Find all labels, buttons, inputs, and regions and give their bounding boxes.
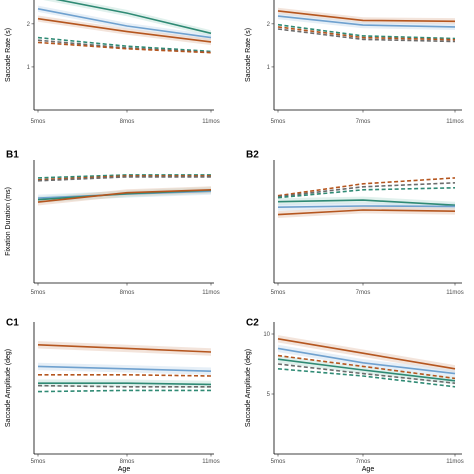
series-line-blue-solid-1 — [37, 365, 212, 372]
x-axis-title: Age — [362, 466, 375, 473]
series-line-green-dashed-2 — [277, 187, 456, 199]
series-line-orange-solid-0 — [37, 344, 212, 353]
series-line-gray-dashed-2 — [37, 176, 211, 182]
panel-b2: 5mos 7mos 11mos B2 — [246, 149, 464, 296]
series-line-gray-dashed-4 — [277, 363, 456, 384]
x-tick-label: 11mos — [202, 459, 220, 465]
plot-area — [277, 7, 456, 43]
series-line-blue-solid-4 — [277, 205, 456, 208]
series-line-green-dashed-5 — [37, 389, 211, 393]
series-line-gray-dashed-1 — [277, 182, 456, 198]
x-tick-label: 5mos — [271, 290, 286, 296]
panel-c1: 5mos 8mos 11mos C1 Saccade Amplitude (deg) Ag… — [5, 317, 220, 473]
series-line-orange-solid-0 — [277, 338, 456, 370]
x-tick-label: 11mos — [202, 290, 220, 296]
x-tick-label: 5mos — [271, 459, 286, 465]
y-tick-label: 1 — [267, 65, 271, 71]
ribbon-orange-5 — [38, 186, 211, 206]
series-line-orange-solid-5 — [277, 209, 456, 216]
y-axis-title: Fixation Duration (ms) — [5, 187, 12, 256]
x-tick-label: 7mos — [356, 290, 371, 296]
panel-label: C2 — [246, 317, 259, 328]
series-line-orange-dashed-0 — [277, 177, 456, 197]
series-line-blue-solid-1 — [37, 8, 212, 39]
x-tick-label: 11mos — [202, 119, 220, 125]
x-tick-label: 11mos — [446, 119, 464, 125]
y-axis-title: Saccade Amplitude (deg) — [5, 349, 12, 427]
x-tick-label: 11mos — [446, 459, 464, 465]
ribbon-orange-2 — [38, 15, 211, 46]
series-line-green-dashed-3 — [37, 36, 212, 53]
y-axis-title: Saccade Rate (s) — [5, 28, 12, 82]
panel-label: B2 — [246, 149, 259, 160]
y-axis-title: Saccade Amplitude (deg) — [245, 349, 252, 427]
plot-area — [37, 341, 212, 393]
plot-area — [37, 0, 212, 54]
ribbon-orange-5 — [278, 206, 455, 218]
series-line-gray-dashed-4 — [37, 384, 211, 388]
plot-area — [277, 177, 456, 218]
panel-label: B1 — [6, 149, 19, 160]
y-tick-label: 10 — [263, 332, 270, 338]
series-line-orange-dashed-1 — [37, 175, 211, 181]
series-line-orange-dashed-2 — [38, 373, 212, 377]
panel-b1: 5mos 8mos 11mos B1 Fixation Duration (ms) — [5, 149, 220, 296]
series-line-orange-dashed-3 — [277, 26, 456, 41]
series-line-blue-solid-1 — [277, 347, 456, 375]
x-tick-label: 8mos — [120, 459, 135, 465]
y-axis-title: Saccade Rate (s) — [245, 28, 252, 82]
panel-c2: 5mos 7mos 11mos 5 10 C2 Saccade Amplitude (deg… — [245, 317, 464, 473]
series-line-orange-dashed-5 — [37, 41, 212, 54]
series-line-gray-dashed-4 — [277, 28, 456, 43]
plot-area — [277, 335, 456, 388]
panel-a1: 5mos 8mos 11mos 1 2 Saccade Rate (s) — [5, 0, 220, 125]
plot-area — [37, 174, 212, 206]
series-line-orange-solid-0 — [277, 10, 456, 23]
series-line-green-solid-3 — [277, 199, 456, 206]
x-axis-title: Age — [118, 466, 131, 473]
panel-a2: 5mos 7mos 11mos 1 2 Saccade Rate (s) — [245, 0, 464, 125]
series-line-blue-solid-1 — [277, 15, 456, 28]
y-tick-label: 1 — [27, 65, 31, 71]
x-tick-label: 7mos — [356, 119, 371, 125]
panel-label: C1 — [6, 317, 19, 328]
series-line-orange-dashed-2 — [277, 354, 456, 380]
y-tick-label: 5 — [267, 392, 271, 398]
x-tick-label: 8mos — [120, 290, 135, 296]
x-tick-label: 5mos — [31, 119, 46, 125]
series-line-orange-solid-2 — [37, 17, 212, 43]
series-line-green-solid-3 — [38, 382, 212, 386]
series-line-orange-solid-5 — [37, 189, 212, 203]
x-tick-label: 5mos — [31, 290, 46, 296]
series-line-green-solid-0 — [55, 0, 212, 35]
y-tick-label: 2 — [267, 22, 271, 28]
series-line-green-dashed-2 — [277, 23, 456, 40]
x-tick-label: 5mos — [31, 459, 46, 465]
series-line-green-solid-3 — [277, 358, 456, 382]
x-tick-label: 7mos — [356, 459, 371, 465]
x-tick-label: 5mos — [271, 119, 286, 125]
y-tick-label: 2 — [27, 22, 31, 28]
x-tick-label: 11mos — [446, 290, 464, 296]
series-line-green-dashed-0 — [37, 174, 211, 179]
x-tick-label: 8mos — [120, 119, 135, 125]
series-line-green-dashed-5 — [277, 368, 456, 388]
